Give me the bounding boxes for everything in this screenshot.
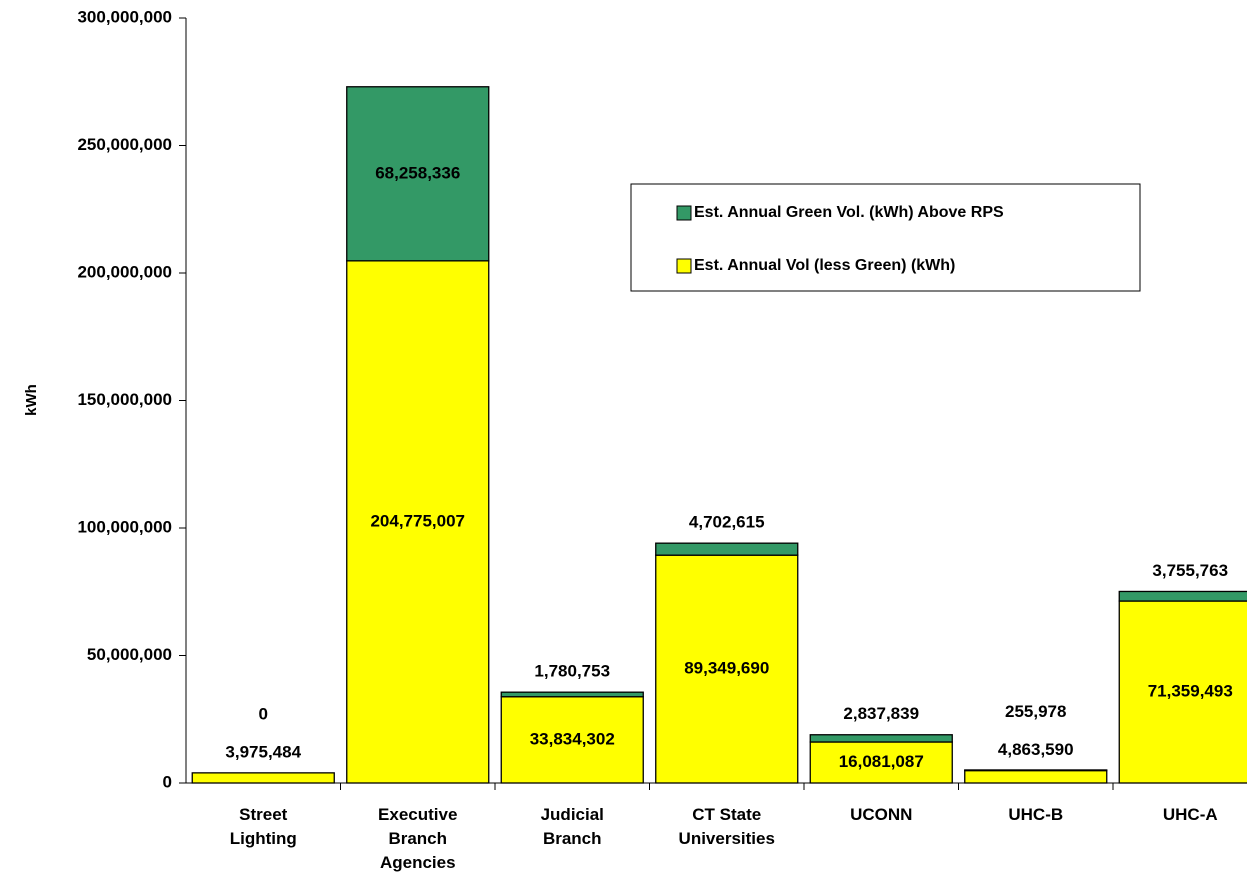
legend-box [630, 183, 1141, 292]
x-tick-label: Street Lighting [229, 805, 297, 848]
bar-segment [1118, 600, 1247, 784]
legend-label: Est. Annual Vol (less Green) (kWh) [694, 257, 955, 274]
bar-segment [346, 260, 490, 784]
y-tick-label: 200,000,000 [77, 262, 172, 281]
bar-segment [809, 741, 953, 784]
legend-swatch [676, 258, 692, 274]
x-tick-label: UCONN [850, 805, 913, 824]
bar-segment [191, 772, 335, 784]
bar-segment [809, 734, 953, 743]
data-label: 1,780,753 [534, 662, 610, 681]
data-label: 3,975,484 [225, 742, 301, 761]
y-tick-label: 50,000,000 [87, 645, 172, 664]
x-tick-label: UHC-A [1162, 805, 1218, 824]
legend-label: Est. Annual Green Vol. (kWh) Above RPS [694, 204, 1004, 221]
y-axis-label: kWh [23, 384, 40, 416]
y-tick-label: 300,000,000 [77, 7, 172, 26]
data-label: 33,834,302 [530, 729, 615, 748]
data-label: 68,258,336 [375, 163, 460, 182]
data-label: 4,702,615 [689, 513, 765, 532]
bar-segment [964, 769, 1108, 784]
data-label: 3,755,763 [1152, 561, 1228, 580]
x-tick-label: Executive Branch Agencies [378, 805, 458, 872]
data-label: 16,081,087 [839, 752, 924, 771]
data-label: 89,349,690 [684, 659, 769, 678]
legend-swatch [676, 205, 692, 221]
bar-segment [1118, 590, 1247, 602]
data-label: 4,863,590 [998, 740, 1074, 759]
y-tick-label: 100,000,000 [77, 517, 172, 536]
x-tick-label: Judicial Branch [540, 805, 604, 848]
x-tick-label: UHC-B [1008, 805, 1064, 824]
y-tick-label: 250,000,000 [77, 135, 172, 154]
bar-segment [964, 769, 1108, 772]
bar-segment [346, 86, 490, 262]
bar-segment [655, 542, 799, 556]
data-label: 255,978 [1005, 702, 1066, 721]
bar-segment [655, 554, 799, 784]
data-label: 71,359,493 [1148, 682, 1233, 701]
bar-segment [500, 691, 644, 698]
data-label: 2,837,839 [843, 704, 919, 723]
y-tick-label: 0 [163, 772, 172, 791]
y-tick-label: 150,000,000 [77, 390, 172, 409]
x-tick-label: CT State Universities [678, 805, 775, 848]
data-label: 0 [259, 704, 268, 723]
data-label: 204,775,007 [370, 511, 465, 530]
